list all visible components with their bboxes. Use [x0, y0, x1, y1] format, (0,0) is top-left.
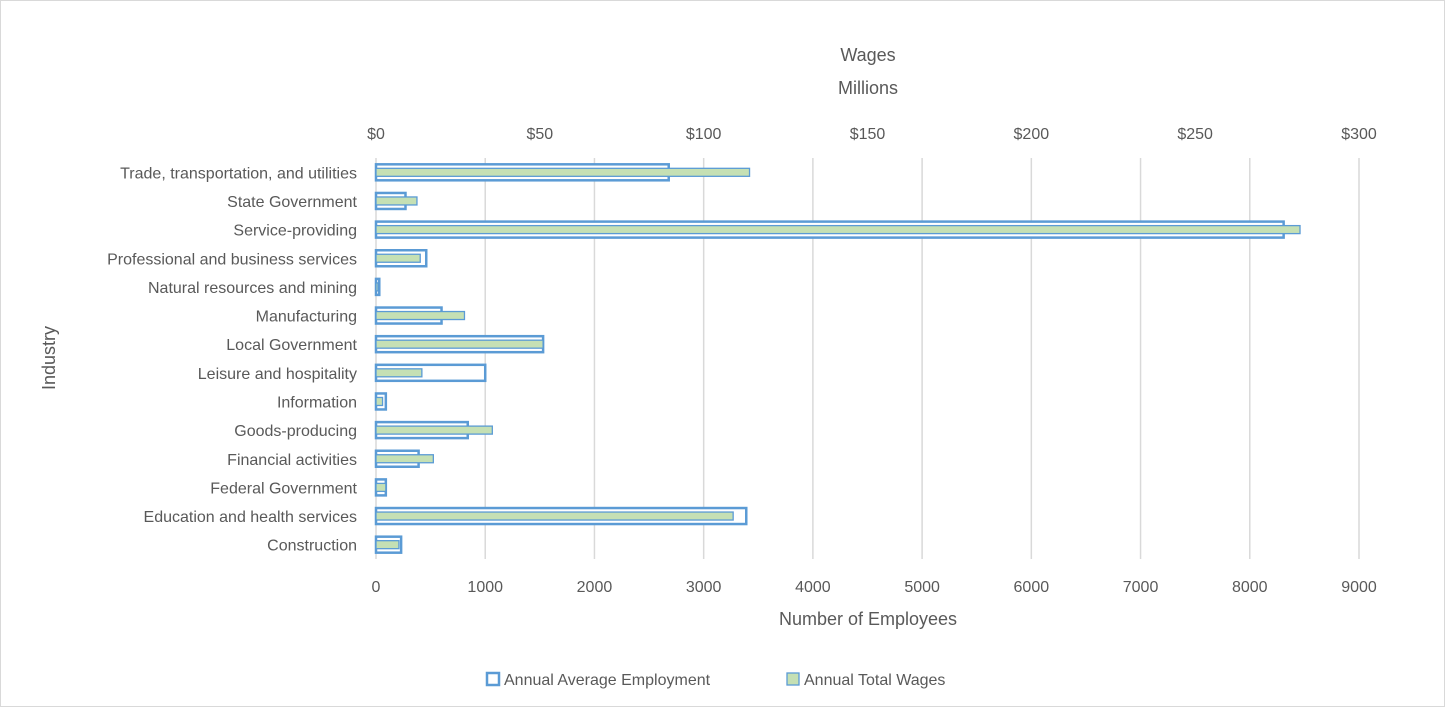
x-top-tick-label: $50	[526, 126, 553, 143]
top-axis-title: Wages	[840, 45, 895, 65]
bar-annual-total-wages	[375, 196, 418, 206]
top-axis-units: Millions	[838, 78, 898, 98]
bottom-axis-ticks: 0 1000 2000 3000 4000 5000 6000 7000 8000 9000	[372, 579, 1377, 596]
bars	[374, 163, 1301, 554]
x-axis-title: Number of Employees	[779, 609, 957, 629]
legend-label: Annual Average Employment	[504, 672, 711, 689]
bar-annual-total-wages	[375, 511, 734, 521]
bar-annual-total-wages	[375, 368, 423, 378]
gridlines	[375, 158, 1360, 559]
x-tick-label: 1000	[467, 579, 503, 596]
x-tick-label: 8000	[1232, 579, 1268, 596]
category-label: Trade, transportation, and utilities	[120, 165, 357, 182]
x-tick-label: 0	[372, 579, 381, 596]
category-label: Education and health services	[144, 509, 357, 526]
bar-annual-total-wages	[375, 339, 544, 349]
bar-annual-total-wages	[375, 540, 400, 550]
category-label: Goods-producing	[234, 423, 357, 440]
x-top-tick-label: $200	[1014, 126, 1050, 143]
x-tick-label: 3000	[686, 579, 722, 596]
y-axis-title: Industry	[39, 326, 59, 390]
category-label: Financial activities	[227, 452, 357, 469]
legend: Annual Average Employment Annual Total Wa…	[485, 671, 945, 689]
x-top-tick-label: $150	[850, 126, 886, 143]
category-label: Manufacturing	[256, 309, 357, 326]
bar-annual-total-wages	[375, 396, 384, 407]
category-label: Federal Government	[210, 480, 357, 497]
legend-swatch	[786, 672, 800, 686]
x-tick-label: 7000	[1123, 579, 1159, 596]
category-label: Construction	[267, 538, 357, 555]
x-tick-label: 6000	[1014, 579, 1050, 596]
bar-annual-total-wages	[375, 253, 421, 263]
bar-annual-total-wages	[375, 425, 493, 435]
x-tick-label: 2000	[577, 579, 613, 596]
bar-annual-total-wages	[375, 224, 1301, 235]
category-label: Service-providing	[233, 223, 357, 240]
x-top-tick-label: $100	[686, 126, 722, 143]
top-axis-ticks: $0 $50 $100 $150 $200 $250 $300	[367, 126, 1377, 143]
category-label: Local Government	[226, 337, 357, 354]
category-label: State Government	[227, 194, 357, 211]
bar-annual-total-wages	[375, 310, 466, 321]
x-top-tick-label: $0	[367, 126, 385, 143]
category-label: Natural resources and mining	[148, 280, 357, 297]
category-labels: Trade, transportation, and utilities Stat…	[107, 165, 357, 554]
x-tick-label: 5000	[904, 579, 940, 596]
legend-label: Annual Total Wages	[804, 672, 945, 689]
legend-swatch	[485, 671, 501, 687]
x-top-tick-label: $300	[1341, 126, 1377, 143]
x-top-tick-label: $250	[1177, 126, 1213, 143]
x-tick-label: 4000	[795, 579, 831, 596]
bar-annual-total-wages	[375, 282, 379, 292]
category-label: Professional and business services	[107, 251, 357, 268]
category-label: Leisure and hospitality	[198, 366, 357, 383]
bar-annual-total-wages	[375, 454, 434, 464]
bar-annual-total-wages	[375, 167, 751, 177]
bar-annual-total-wages	[375, 482, 387, 493]
x-tick-label: 9000	[1341, 579, 1377, 596]
category-label: Information	[277, 394, 357, 411]
top-axis-title-group: Wages Millions	[838, 45, 898, 98]
